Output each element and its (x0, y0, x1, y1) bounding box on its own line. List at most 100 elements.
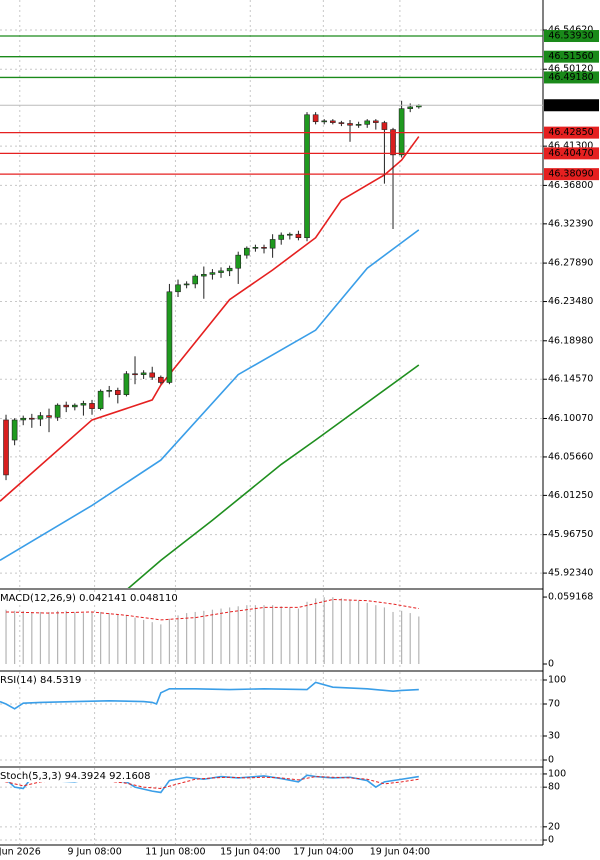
candle-body (166, 291, 173, 383)
level-label-box (544, 168, 599, 181)
candle-body (149, 372, 156, 378)
candle-body (37, 415, 44, 420)
level-label: 46.38090 (548, 169, 593, 180)
level-label-box (544, 147, 599, 160)
candle-body (20, 417, 27, 421)
level-label: 46.53930 (548, 31, 593, 42)
y-tick-label: 46.54620 (548, 24, 593, 35)
panel-title: Stoch(5,3,3) 94.3924 92.1608 (0, 771, 151, 782)
x-tick-label: 11 Jun 08:00 (145, 847, 205, 858)
panel-title-bg (0, 592, 180, 604)
candle-body (175, 284, 181, 293)
level-label: 46.42850 (548, 127, 593, 138)
candle-body (132, 373, 138, 376)
candle-body (261, 247, 267, 249)
candle-body (158, 376, 164, 383)
candle-body (295, 233, 302, 239)
last-price-label: 46.45990 (548, 100, 593, 111)
candle-body (80, 403, 87, 406)
y-tick-label: 100 (548, 768, 566, 779)
y-tick-label: 20 (548, 821, 560, 832)
x-tick-label: 17 Jun 04:00 (293, 847, 353, 858)
candle-body (115, 390, 121, 395)
level-label: 46.40470 (548, 148, 593, 159)
candle-body (381, 122, 388, 130)
candle-body (106, 390, 113, 392)
y-tick-label: 0.059168 (548, 592, 593, 603)
level-label: 46.51560 (548, 51, 593, 62)
candle-body (218, 270, 224, 273)
y-tick-label: 0 (548, 835, 554, 846)
y-tick-label: 46.41300 (548, 141, 593, 152)
y-tick-label: 0 (548, 659, 554, 670)
indicator-line (0, 681, 419, 710)
candle-body (201, 274, 207, 277)
candle-body (304, 114, 310, 239)
y-tick-label: 46.01250 (548, 490, 593, 501)
y-tick-label: 70 (548, 699, 560, 710)
candle-body (330, 120, 336, 123)
candle-body (373, 120, 379, 123)
y-tick-label: 46.10070 (548, 413, 593, 424)
candle-body (278, 234, 285, 240)
y-tick-label: 46.27890 (548, 258, 593, 269)
y-tick-label: 45.92340 (548, 568, 593, 579)
candle-body (244, 247, 250, 256)
y-tick-label: 0 (548, 755, 554, 766)
indicator-line (0, 229, 420, 562)
candle-body (347, 123, 353, 126)
indicator-line (127, 364, 420, 588)
level-label-box (544, 50, 599, 63)
indicator-line (0, 136, 420, 502)
y-tick-label: 80 (548, 782, 560, 793)
candle-body (192, 275, 199, 285)
candle-body (209, 272, 216, 275)
candle-body (252, 247, 259, 249)
panel-title: RSI(14) 84.5319 (0, 675, 81, 686)
y-tick-label: 30 (548, 731, 560, 742)
panel-title-bg (0, 770, 153, 782)
last-price-box (544, 99, 599, 112)
level-label-box (544, 126, 599, 139)
candle-body (46, 415, 52, 418)
x-tick-label: 19 Jun 04:00 (370, 847, 430, 858)
candle-body (235, 254, 242, 269)
y-tick-label: 46.36800 (548, 180, 593, 191)
y-tick-label: 45.96750 (548, 529, 593, 540)
y-tick-label: 46.14570 (548, 374, 593, 385)
candle-body (321, 120, 328, 123)
candle-body (269, 239, 276, 249)
candle-body (11, 419, 18, 441)
y-tick-label: 46.32390 (548, 218, 593, 229)
candle-body (72, 404, 78, 408)
candle-body (63, 404, 70, 408)
x-tick-label: 9 Jun 08:00 (67, 847, 121, 858)
candle-body (355, 124, 362, 126)
level-label: 46.49180 (548, 72, 593, 83)
panel-title-bg (0, 674, 84, 686)
candle-body (312, 114, 319, 123)
candle-body (140, 372, 147, 375)
x-tick-label: 15 Jun 04:00 (220, 847, 280, 858)
level-label-box (544, 30, 599, 43)
panel-title: MACD(12,26,9) 0.042141 0.048110 (0, 593, 178, 604)
indicator-line (6, 599, 419, 621)
x-tick-label: Jun 2026 (0, 847, 41, 858)
y-tick-label: 46.50120 (548, 64, 593, 75)
candle-body (89, 403, 95, 409)
candle-body (226, 267, 233, 272)
level-label-box (544, 71, 599, 84)
candle-body (338, 122, 345, 124)
candle-body (398, 108, 405, 156)
y-tick-label: 46.18980 (548, 335, 593, 346)
candle-body (54, 404, 61, 418)
y-tick-label: 46.05660 (548, 451, 593, 462)
y-tick-label: 100 (548, 675, 566, 686)
candle-body (390, 129, 396, 156)
candle-body (97, 390, 104, 409)
candle-body (364, 120, 371, 125)
candle-body (287, 233, 293, 236)
